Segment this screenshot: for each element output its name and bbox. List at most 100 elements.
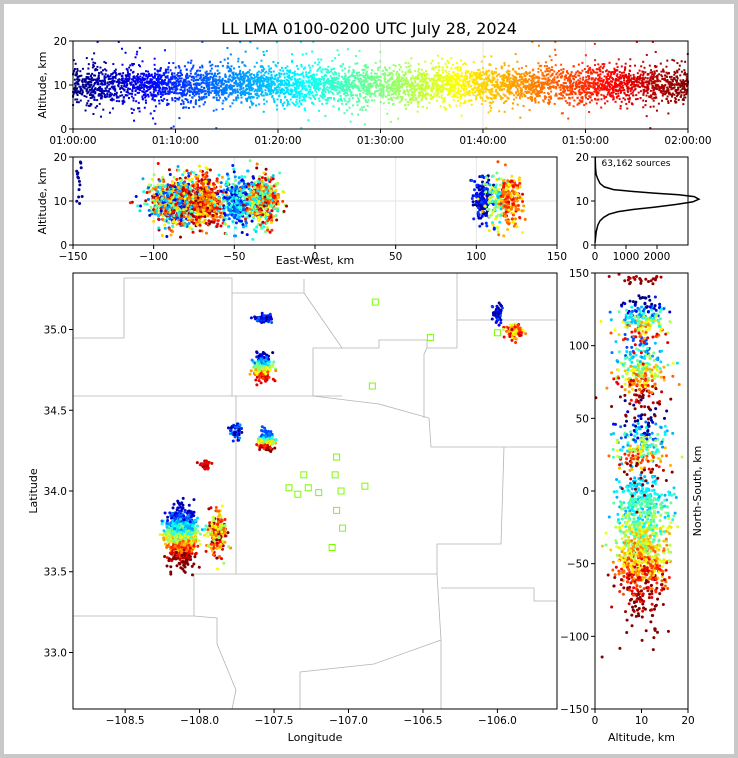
source-point	[338, 54, 340, 56]
source-point	[87, 86, 89, 88]
source-point	[94, 62, 96, 64]
source-point	[436, 100, 438, 102]
source-point	[155, 105, 157, 107]
source-point	[87, 100, 89, 102]
source-point	[453, 99, 455, 101]
source-point	[359, 109, 361, 111]
source-point	[488, 111, 490, 113]
source-point	[358, 100, 360, 102]
source-point	[263, 68, 265, 70]
source-point	[278, 84, 280, 86]
source-point	[149, 79, 151, 81]
source-point	[460, 59, 462, 61]
source-point	[286, 87, 288, 89]
source-point	[185, 106, 187, 108]
source-point	[273, 89, 275, 91]
source-point	[231, 85, 233, 87]
source-point	[504, 84, 506, 86]
source-point	[528, 72, 530, 74]
source-point	[167, 68, 169, 70]
source-point	[501, 67, 503, 69]
source-point	[350, 75, 352, 77]
source-point	[565, 100, 567, 102]
source-point	[600, 66, 602, 68]
source-point	[116, 100, 118, 102]
source-point	[438, 96, 440, 98]
source-point	[683, 99, 685, 101]
source-point	[478, 89, 480, 91]
source-point	[349, 83, 351, 85]
source-point	[169, 90, 171, 92]
source-point	[375, 95, 377, 97]
source-point	[318, 98, 320, 100]
source-point	[217, 80, 219, 82]
source-point	[538, 45, 540, 47]
source-point	[426, 73, 428, 75]
source-point	[277, 91, 279, 93]
source-point	[585, 85, 587, 87]
source-point	[441, 89, 443, 91]
source-point	[393, 70, 395, 72]
source-point	[679, 79, 681, 81]
source-point	[240, 94, 242, 96]
source-point	[302, 54, 304, 56]
source-point	[679, 85, 681, 87]
source-point	[683, 73, 685, 75]
source-point	[499, 81, 501, 83]
source-point	[433, 93, 435, 95]
source-point	[629, 65, 631, 67]
source-point	[639, 70, 641, 72]
source-point	[533, 78, 535, 80]
source-point	[250, 88, 252, 90]
source-point	[525, 65, 527, 67]
source-point	[655, 94, 657, 96]
source-point	[523, 94, 525, 96]
source-point	[339, 92, 341, 94]
source-point	[180, 81, 182, 83]
source-point	[317, 86, 319, 88]
source-point	[347, 48, 349, 50]
source-point	[585, 76, 587, 78]
source-point	[308, 96, 310, 98]
source-point	[380, 101, 382, 103]
source-point	[417, 106, 419, 108]
source-point	[560, 64, 562, 66]
source-point	[353, 70, 355, 72]
source-point	[126, 68, 128, 70]
source-point	[667, 112, 669, 114]
source-point	[617, 66, 619, 68]
source-point	[667, 100, 669, 102]
source-point	[554, 76, 556, 78]
source-point	[604, 75, 606, 77]
source-point	[568, 97, 570, 99]
source-point	[633, 74, 635, 76]
source-point	[281, 88, 283, 90]
source-point	[598, 74, 600, 76]
source-point	[418, 68, 420, 70]
source-point	[260, 76, 262, 78]
source-point	[136, 76, 138, 78]
source-point	[247, 92, 249, 94]
source-point	[294, 75, 296, 77]
source-point	[348, 69, 350, 71]
source-point	[568, 94, 570, 96]
source-point	[215, 78, 217, 80]
source-point	[275, 75, 277, 77]
source-point	[271, 95, 273, 97]
source-point	[651, 98, 653, 100]
source-point	[75, 63, 77, 65]
source-point	[645, 90, 647, 92]
source-point	[92, 91, 94, 93]
source-point	[488, 97, 490, 99]
source-point	[330, 82, 332, 84]
source-point	[507, 70, 509, 72]
source-point	[243, 80, 245, 82]
source-point	[107, 82, 109, 84]
source-point	[651, 73, 653, 75]
source-point	[103, 93, 105, 95]
source-point	[341, 103, 343, 105]
figure-frame: LL LMA 0100-0200 UTC July 28, 2024 01:00…	[4, 4, 734, 754]
source-point	[673, 60, 675, 62]
source-point	[255, 105, 257, 107]
source-point	[333, 89, 335, 91]
